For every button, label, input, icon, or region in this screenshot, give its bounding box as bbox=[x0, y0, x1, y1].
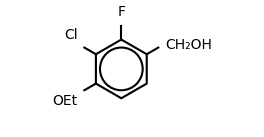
Text: F: F bbox=[117, 5, 125, 19]
Text: CH₂OH: CH₂OH bbox=[166, 38, 213, 52]
Text: Cl: Cl bbox=[64, 28, 78, 42]
Text: OEt: OEt bbox=[52, 94, 77, 108]
